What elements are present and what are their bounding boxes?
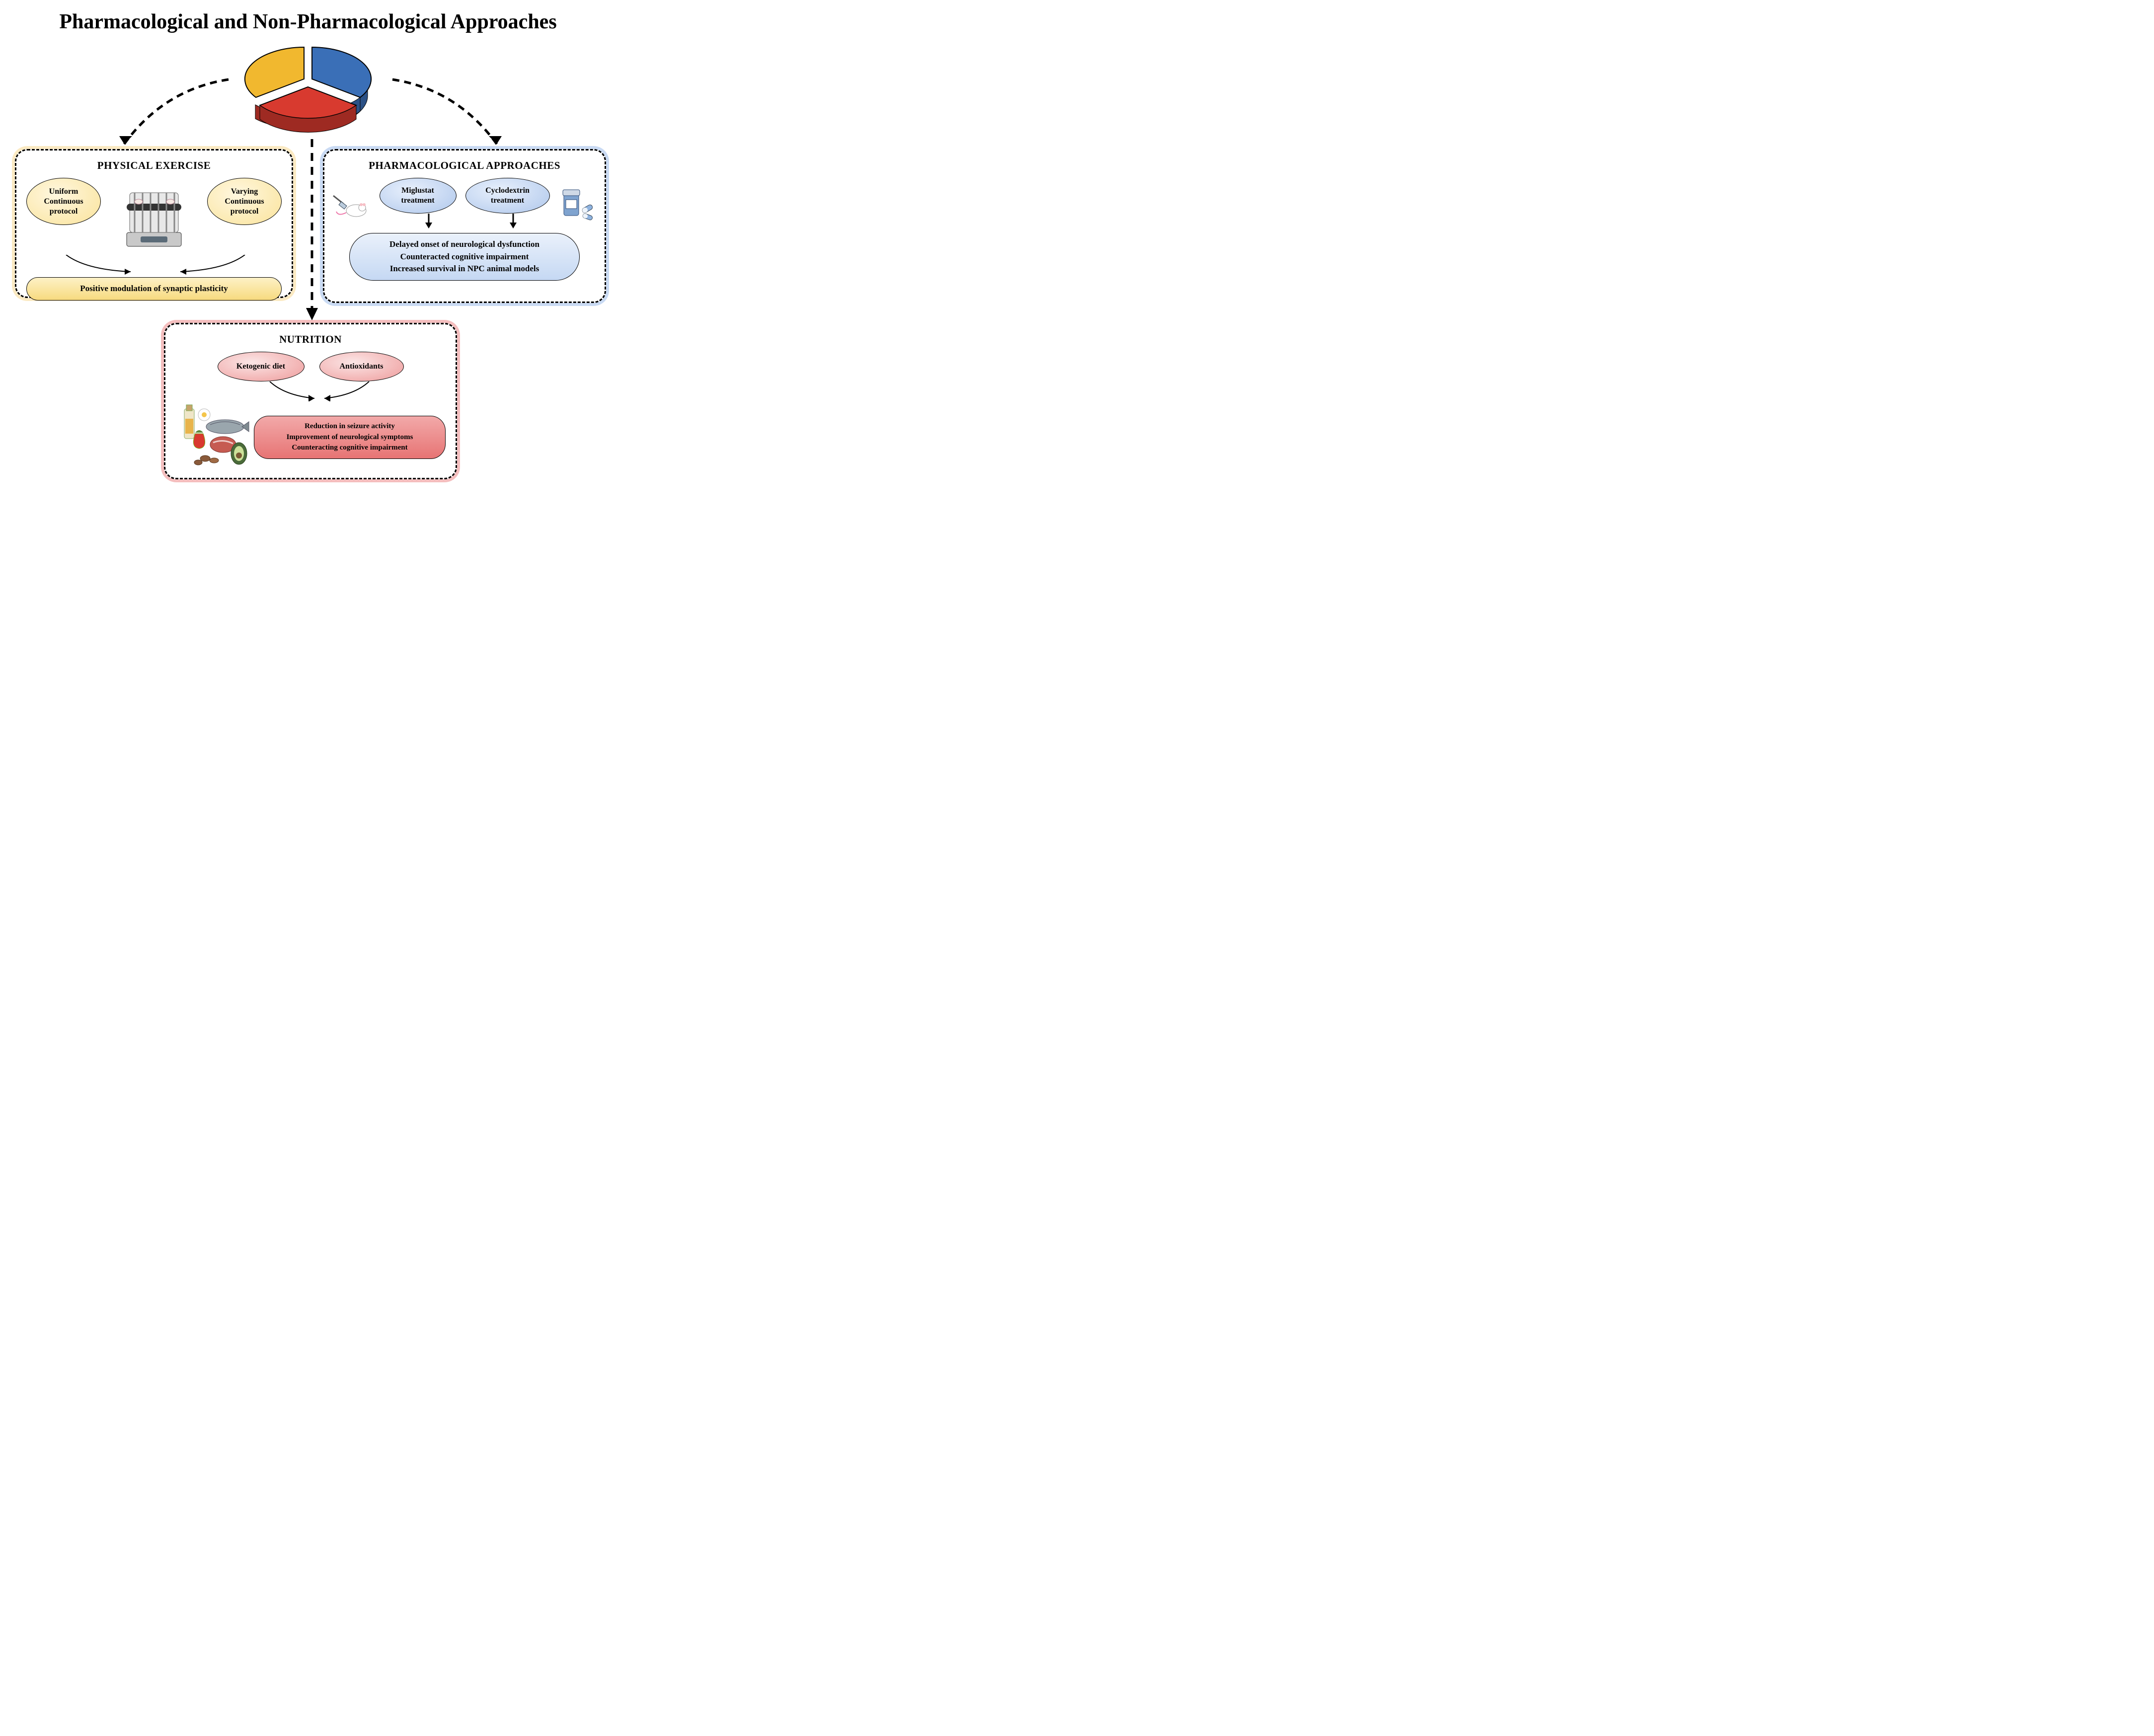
exercise-outcome: Positive modulation of synaptic plastici… bbox=[26, 277, 282, 301]
panel-pharma-title: PHARMACOLOGICAL APPROACHES bbox=[334, 159, 595, 172]
pharma-outcome-1: Delayed onset of neurological dysfunctio… bbox=[359, 238, 570, 251]
nutrition-outcome-1: Reduction in seizure activity bbox=[263, 421, 436, 432]
mouse-injection-icon bbox=[331, 192, 371, 222]
nutrition-outcomes: Reduction in seizure activity Improvemen… bbox=[254, 416, 446, 459]
panel-nutrition-title: NUTRITION bbox=[175, 333, 446, 346]
bubble-varying-protocol: Varying Continuous protocol bbox=[207, 178, 282, 225]
panel-nutrition: NUTRITION Ketogenic diet Antioxidants bbox=[164, 323, 457, 479]
food-items-icon bbox=[175, 404, 250, 471]
pharma-outcome-3: Increased survival in NPC animal models bbox=[359, 263, 570, 275]
pharma-outcomes: Delayed onset of neurological dysfunctio… bbox=[349, 233, 580, 281]
rotarod-icon bbox=[112, 178, 196, 255]
nutrition-outcome-3: Counteracting cognitive impairment bbox=[263, 443, 436, 453]
panel-exercise-title: PHYSICAL EXERCISE bbox=[26, 159, 282, 172]
bubble-cyclodextrin: Cyclodextrin treatment bbox=[465, 178, 550, 214]
bubble-ketogenic: Ketogenic diet bbox=[218, 352, 305, 381]
bubble-uniform-protocol: Uniform Continuous protocol bbox=[26, 178, 101, 225]
exercise-arrows-icon bbox=[26, 255, 282, 275]
arrow-to-nutrition bbox=[302, 139, 322, 323]
panel-exercise: PHYSICAL EXERCISE Uniform Continuous pro… bbox=[15, 149, 293, 298]
pill-bottle-icon bbox=[561, 187, 597, 224]
bubble-miglustat: Miglustat treatment bbox=[380, 178, 457, 214]
bubble-antioxidants: Antioxidants bbox=[319, 352, 404, 381]
arrow-to-pharma bbox=[378, 70, 517, 159]
page-title: Pharmacological and Non-Pharmacological … bbox=[10, 10, 606, 34]
panel-pharma: PHARMACOLOGICAL APPROACHES Miglustat tre… bbox=[323, 149, 606, 303]
nutrition-outcome-2: Improvement of neurological symptoms bbox=[263, 432, 436, 443]
pharma-outcome-2: Counteracted cognitive impairment bbox=[359, 251, 570, 263]
pharma-arrows-icon bbox=[334, 214, 595, 230]
arrow-to-exercise bbox=[104, 70, 243, 159]
nutrition-arrows-icon bbox=[175, 381, 446, 401]
approaches-pie-chart bbox=[233, 42, 383, 132]
